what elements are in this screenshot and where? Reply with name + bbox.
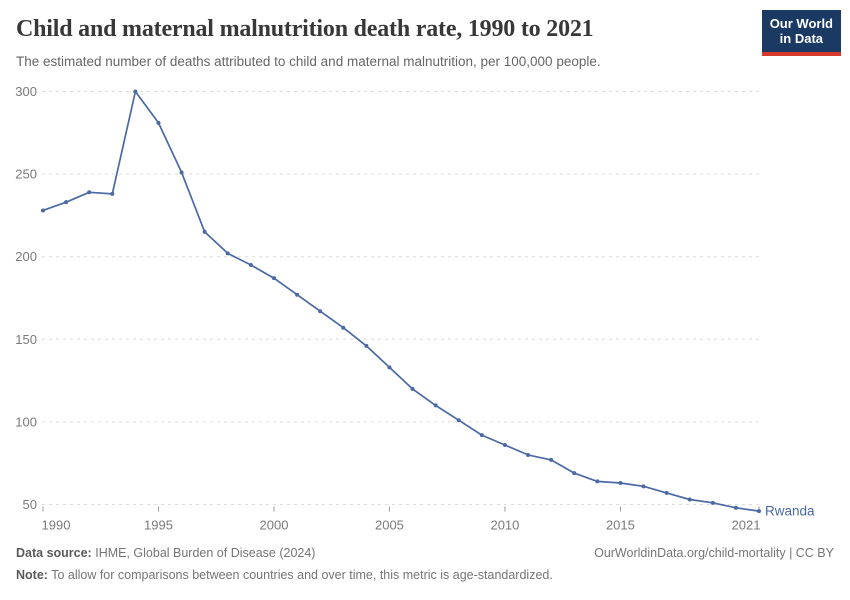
x-tick-label: 2021	[732, 518, 761, 533]
footer-row-note: Note: To allow for comparisons between c…	[16, 568, 834, 582]
y-tick-label: 250	[15, 167, 37, 182]
data-source-label: Data source:	[16, 546, 92, 560]
data-point	[757, 509, 761, 514]
owid-logo[interactable]: Our World in Data	[761, 10, 841, 56]
data-point	[733, 505, 738, 510]
data-point	[526, 452, 531, 457]
chart-subtitle: The estimated number of deaths attribute…	[16, 54, 601, 69]
data-point	[595, 479, 600, 484]
x-tick-label: 2015	[606, 518, 635, 533]
data-point	[271, 276, 276, 281]
y-tick-label: 300	[15, 84, 37, 99]
malnutrition-line-chart: 50 100 150 200 250 300 1990 1995 2000 2005 2010 201…	[15, 84, 815, 533]
data-point	[318, 309, 323, 314]
data-point	[64, 200, 69, 205]
data-point	[41, 208, 45, 213]
data-point	[433, 403, 438, 408]
data-point	[572, 471, 577, 476]
data-point	[202, 229, 207, 234]
owid-logo-line1: Our World	[769, 16, 833, 31]
data-point	[664, 490, 669, 495]
y-tick-label: 100	[15, 414, 37, 429]
note-text: Note: To allow for comparisons between c…	[16, 568, 553, 582]
data-line	[42, 90, 760, 512]
data-point	[687, 497, 692, 502]
data-point	[156, 120, 161, 125]
x-tick-label: 2000	[260, 518, 289, 533]
data-point	[641, 484, 646, 489]
owid-logo-line2: in Data	[779, 31, 824, 47]
y-tick-label: 200	[15, 249, 37, 264]
data-point	[341, 325, 346, 330]
y-tick-label: 50	[23, 497, 37, 512]
data-point	[295, 292, 300, 297]
data-point	[618, 481, 623, 486]
x-tick-label: 2005	[375, 518, 404, 533]
data-point	[87, 190, 92, 195]
footer-row-source: Data source: IHME, Global Burden of Dise…	[16, 546, 834, 560]
data-point	[479, 433, 484, 438]
x-tick-label: 1995	[144, 518, 173, 533]
data-point	[248, 262, 253, 267]
data-source-text: Data source: IHME, Global Burden of Dise…	[16, 546, 316, 560]
x-tick-label: 2010	[490, 518, 519, 533]
data-point	[456, 418, 461, 423]
data-point	[179, 170, 184, 175]
data-point	[410, 386, 415, 391]
data-point	[133, 89, 138, 94]
data-point	[502, 443, 507, 448]
data-point	[364, 343, 369, 348]
data-point	[387, 365, 392, 370]
data-point	[549, 457, 554, 462]
note-label: Note:	[16, 568, 48, 582]
chart-title: Child and maternal malnutrition death ra…	[16, 16, 594, 42]
credit-link[interactable]: OurWorldinData.org/child-mortality | CC …	[594, 546, 834, 560]
x-tick-label: 1990	[42, 518, 71, 533]
data-point	[110, 191, 115, 196]
data-point	[225, 251, 230, 256]
y-tick-label: 150	[15, 332, 37, 347]
entity-label: Rwanda	[765, 504, 815, 519]
data-point	[710, 500, 715, 505]
